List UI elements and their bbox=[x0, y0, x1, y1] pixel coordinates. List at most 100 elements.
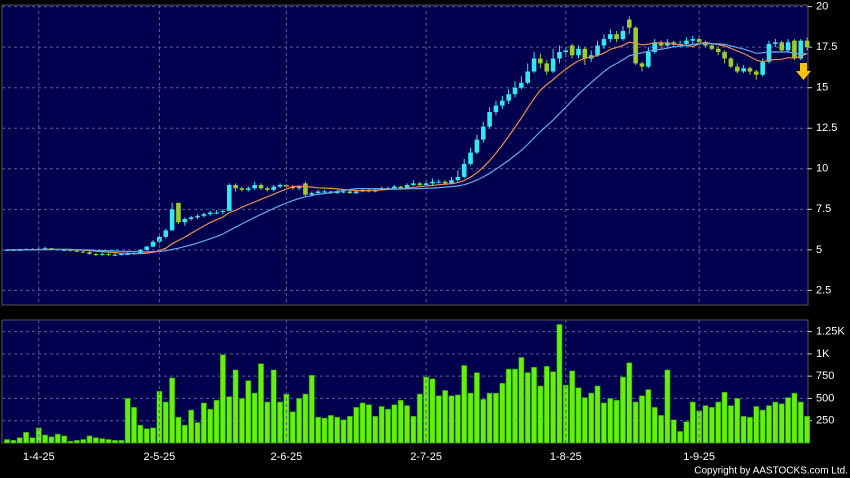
price-panel bbox=[1, 4, 809, 306]
volume-bar bbox=[499, 382, 506, 444]
candle-body bbox=[760, 61, 765, 75]
volume-bar bbox=[791, 392, 798, 444]
volume-bar bbox=[759, 409, 766, 444]
volume-bar bbox=[112, 440, 118, 444]
volume-bar bbox=[169, 377, 175, 444]
candle-body bbox=[347, 191, 353, 194]
candle-body bbox=[68, 249, 73, 251]
volume-bar bbox=[537, 385, 544, 444]
candle-body bbox=[398, 186, 403, 189]
candle-body bbox=[595, 45, 600, 56]
volume-bar bbox=[118, 440, 125, 444]
volume-bar bbox=[137, 424, 144, 444]
volume-bar bbox=[416, 393, 423, 444]
volume-bar bbox=[321, 417, 328, 444]
volume-bar bbox=[747, 416, 753, 444]
volume-bar bbox=[353, 407, 360, 444]
candle-body bbox=[99, 253, 105, 255]
volume-bar bbox=[226, 396, 233, 444]
candle-body bbox=[80, 251, 86, 253]
volume-bar bbox=[175, 416, 182, 444]
candle-body bbox=[93, 253, 99, 255]
volume-bar bbox=[639, 395, 645, 444]
volume-bar bbox=[359, 402, 366, 444]
y-tick-label: 2.5 bbox=[816, 284, 831, 296]
y-tick-label: 5 bbox=[816, 244, 822, 256]
y-tick-label: 7.5 bbox=[816, 203, 831, 215]
candle-body bbox=[646, 52, 651, 67]
volume-bar bbox=[188, 409, 195, 444]
y-tick-label: 10 bbox=[816, 163, 828, 175]
volume-bar bbox=[753, 406, 760, 444]
volume-bar bbox=[467, 392, 474, 444]
candle-body bbox=[49, 248, 54, 250]
y-tick-label: 17.5 bbox=[816, 41, 837, 53]
volume-bar bbox=[429, 378, 436, 444]
candle-body bbox=[569, 45, 575, 56]
volume-bar bbox=[575, 387, 582, 444]
candle-body bbox=[728, 58, 734, 67]
volume-bar bbox=[4, 439, 10, 444]
candle-body bbox=[538, 58, 543, 64]
candle-body bbox=[404, 185, 410, 189]
x-tick-label: 2-6-25 bbox=[271, 451, 303, 463]
volume-bar bbox=[10, 440, 17, 444]
candle-body bbox=[341, 191, 346, 193]
volume-bar bbox=[308, 374, 315, 444]
candle-body bbox=[519, 82, 524, 88]
volume-bar bbox=[454, 394, 461, 444]
candle-body bbox=[252, 185, 257, 189]
volume-bar bbox=[99, 438, 106, 444]
candle-body bbox=[309, 193, 315, 195]
volume-bar bbox=[442, 390, 449, 444]
volume-bar bbox=[73, 440, 80, 444]
volume-bar bbox=[220, 354, 226, 444]
volume-bar bbox=[23, 432, 29, 444]
volume-bar bbox=[620, 376, 626, 444]
x-tick-label: 2-5-25 bbox=[144, 451, 176, 463]
candle-body bbox=[125, 253, 130, 255]
arrow-marker bbox=[796, 63, 811, 80]
volume-bar bbox=[689, 401, 696, 444]
volume-bar bbox=[486, 392, 493, 444]
candle-body bbox=[785, 42, 791, 51]
candle-body bbox=[779, 42, 784, 51]
volume-bar bbox=[372, 415, 379, 444]
volume-bar bbox=[16, 437, 23, 444]
candle-body bbox=[246, 188, 251, 190]
candle-body bbox=[652, 42, 657, 53]
volume-bar bbox=[131, 407, 137, 444]
volume-bar bbox=[594, 385, 601, 444]
volume-bar bbox=[207, 408, 214, 444]
candle-body bbox=[627, 19, 632, 28]
candle-body bbox=[766, 43, 772, 62]
candle-body bbox=[550, 58, 556, 72]
candle-body bbox=[684, 40, 689, 44]
candle-body bbox=[480, 126, 486, 140]
volume-bar bbox=[715, 401, 722, 444]
candle-body bbox=[258, 185, 264, 189]
candle-body bbox=[411, 183, 416, 185]
candle-body bbox=[792, 40, 797, 59]
y-tick-label: 12.5 bbox=[816, 122, 837, 134]
volume-bar bbox=[721, 391, 728, 444]
candle-body bbox=[690, 39, 696, 41]
candle-body bbox=[188, 217, 194, 220]
volume-bar bbox=[683, 421, 690, 444]
volume-bar bbox=[245, 380, 252, 444]
candle-body bbox=[722, 52, 727, 59]
candle-body bbox=[531, 58, 537, 72]
volume-bar bbox=[150, 427, 156, 444]
volume-bar bbox=[67, 440, 74, 444]
moving-average-line bbox=[7, 41, 808, 255]
candle-body bbox=[214, 212, 219, 214]
candle-body bbox=[468, 152, 473, 164]
candle-body bbox=[144, 246, 149, 250]
volume-bar bbox=[524, 372, 531, 444]
volume-bar bbox=[740, 415, 747, 444]
candle-body bbox=[493, 105, 499, 113]
candle-body bbox=[671, 42, 677, 44]
candle-body bbox=[620, 30, 626, 40]
volume-bar bbox=[778, 403, 785, 444]
